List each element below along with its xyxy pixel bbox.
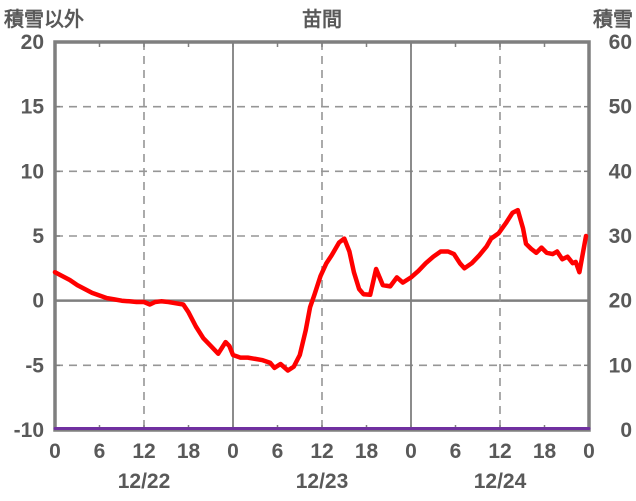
x-axis-date-label: 12/24	[474, 470, 527, 493]
right-axis-title: 積雪	[593, 9, 633, 31]
x-axis-hour-label: 6	[94, 440, 106, 463]
right-axis-tick-label: 60	[609, 31, 632, 54]
x-axis-hour-label: 0	[405, 440, 417, 463]
left-axis-tick-label: -10	[14, 419, 44, 442]
left-axis-tick-label: 0	[32, 290, 44, 313]
x-axis-hour-label: 0	[49, 440, 61, 463]
right-axis-tick-label: 40	[609, 160, 632, 183]
right-axis-tick-label: 30	[609, 225, 632, 248]
x-axis-hour-label: 18	[177, 440, 201, 463]
temperature-line	[52, 207, 589, 373]
left-axis-title: 積雪以外	[4, 9, 84, 31]
x-axis-date-label: 12/22	[118, 470, 171, 493]
x-axis-hour-label: 12	[488, 440, 511, 463]
x-axis-hour-label: 18	[533, 440, 557, 463]
left-axis-tick-label: 10	[21, 160, 44, 183]
x-axis-hour-label: 18	[355, 440, 379, 463]
x-axis-hour-label: 12	[132, 440, 155, 463]
right-axis-tick-label: 10	[609, 354, 632, 377]
x-axis-hour-label: 6	[450, 440, 462, 463]
x-axis-hour-label: 12	[310, 440, 333, 463]
x-axis-date-label: 12/23	[296, 470, 349, 493]
right-axis-tick-label: 0	[620, 419, 632, 442]
x-axis-hour-label: 0	[583, 440, 595, 463]
left-axis-tick-label: 5	[32, 225, 44, 248]
right-axis-tick-label: 20	[609, 290, 632, 313]
chart-title: 苗間	[302, 9, 342, 31]
x-axis-hour-label: 6	[272, 440, 284, 463]
left-axis-tick-label: 20	[21, 31, 44, 54]
left-axis-tick-label: 15	[21, 96, 45, 119]
right-axis-tick-label: 50	[609, 96, 632, 119]
x-axis-hour-label: 0	[227, 440, 239, 463]
left-axis-tick-label: -5	[25, 354, 44, 377]
